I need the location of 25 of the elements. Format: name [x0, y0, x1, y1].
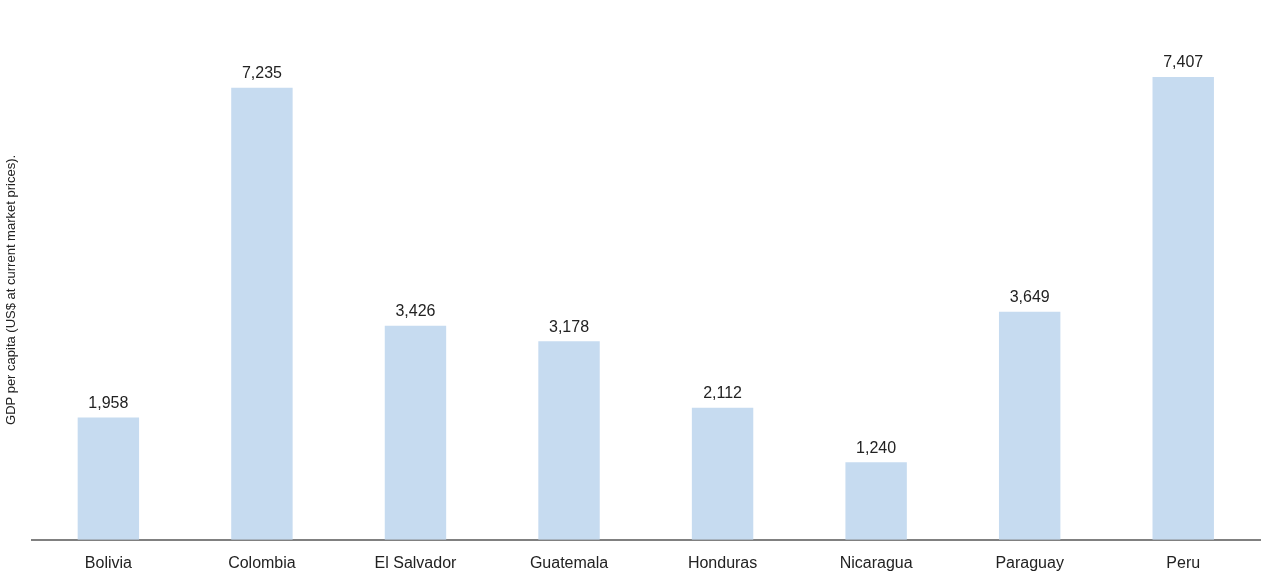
- x-tick-label: Nicaragua: [839, 553, 913, 571]
- x-tick-label: Honduras: [687, 553, 758, 571]
- x-tick-label: Paraguay: [995, 553, 1064, 571]
- data-label: 1,958: [88, 393, 129, 411]
- bar: [538, 341, 600, 540]
- data-label: 7,235: [241, 64, 283, 82]
- x-tick-label: Bolivia: [84, 553, 133, 571]
- data-label: 3,649: [1009, 288, 1050, 306]
- data-label: 7,407: [1163, 53, 1204, 71]
- data-label: 1,240: [856, 438, 897, 456]
- x-tick-label: Peru: [1166, 553, 1201, 571]
- bar: [384, 325, 447, 540]
- x-tick-label: El Salvador: [374, 553, 458, 571]
- bar: [77, 417, 140, 540]
- bar: [998, 311, 1061, 540]
- data-label: 2,112: [703, 384, 743, 402]
- bar: [691, 407, 754, 540]
- y-axis-title: GDP per capita (US$ at current market prices).: [3, 154, 19, 425]
- data-label: 3,178: [549, 317, 590, 335]
- bar: [845, 462, 907, 540]
- x-tick-label: Guatemala: [529, 553, 609, 571]
- x-tick-label: Colombia: [228, 553, 296, 571]
- bar: [231, 87, 293, 540]
- data-label: 3,426: [395, 302, 436, 320]
- bar: [1152, 77, 1214, 540]
